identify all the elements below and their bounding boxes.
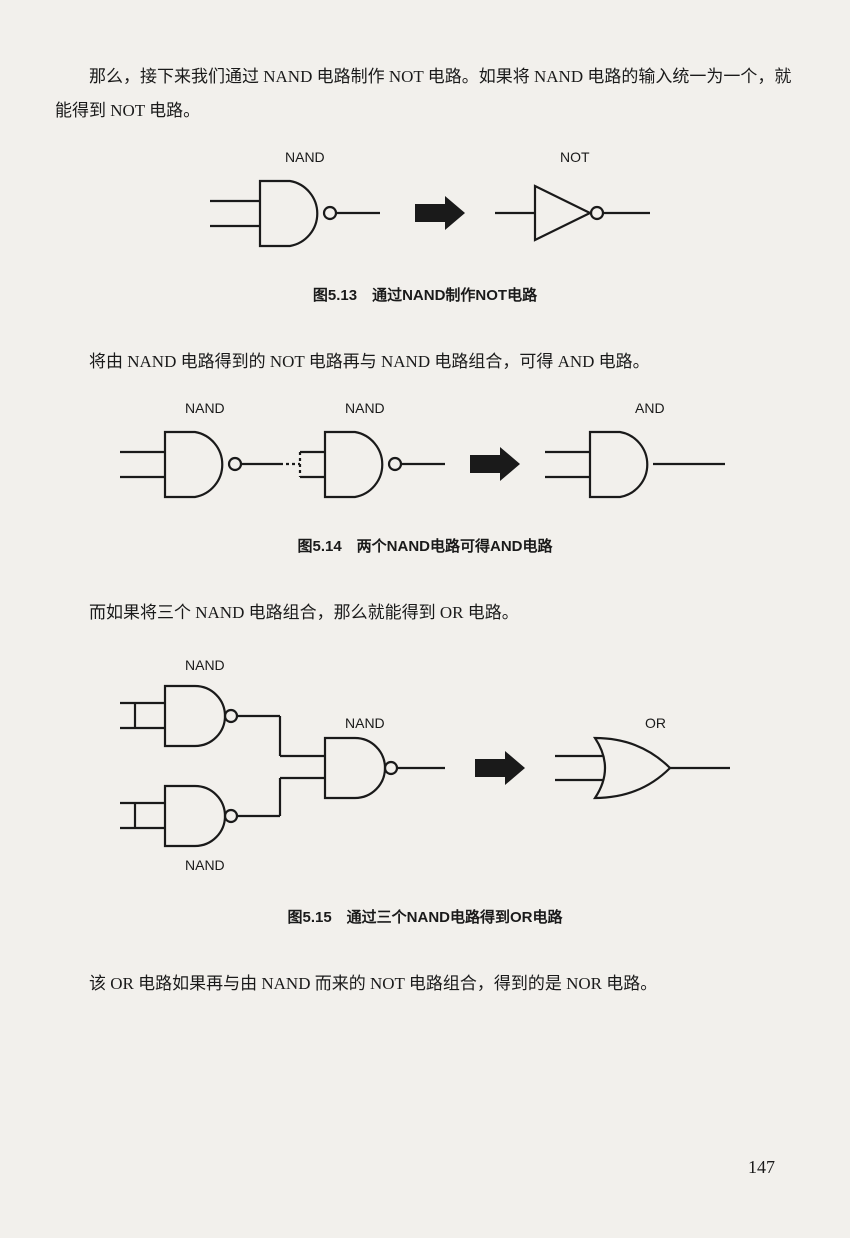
arrow-icon (475, 751, 525, 785)
figure-5-15: NAND NAND NAND (55, 648, 795, 927)
paragraph-4: 该 OR 电路如果再与由 NAND 而来的 NOT 电路组合，得到的是 NOR … (55, 967, 795, 1001)
diagram-nand-to-and: NAND NAND AND (110, 397, 740, 527)
nand-label-1: NAND (185, 400, 225, 416)
paragraph-3: 而如果将三个 NAND 电路组合，那么就能得到 OR 电路。 (55, 596, 795, 630)
nand-label-mid: NAND (345, 715, 385, 731)
nand-label-top: NAND (185, 657, 225, 673)
nand-label-2: NAND (345, 400, 385, 416)
figure-5-14: NAND NAND AND 图5.14 两个NAND电路可得AND电路 (55, 397, 795, 556)
caption-5-14: 图5.14 两个NAND电路可得AND电路 (55, 535, 795, 556)
arrow-icon (470, 447, 520, 481)
paragraph-1: 那么，接下来我们通过 NAND 电路制作 NOT 电路。如果将 NAND 电路的… (55, 60, 795, 128)
caption-5-15: 图5.15 通过三个NAND电路得到OR电路 (55, 906, 795, 927)
caption-5-13: 图5.13 通过NAND制作NOT电路 (55, 284, 795, 305)
page-number: 147 (748, 1157, 775, 1178)
nand-label: NAND (285, 149, 325, 165)
nand-label-bottom: NAND (185, 857, 225, 873)
diagram-nand-to-or: NAND NAND NAND (100, 648, 750, 898)
and-label: AND (635, 400, 665, 416)
arrow-icon (415, 196, 465, 230)
diagram-nand-to-not: NAND NOT (190, 146, 660, 276)
or-label: OR (645, 715, 666, 731)
figure-5-13: NAND NOT 图5.13 通过NAND制作NOT电路 (55, 146, 795, 305)
paragraph-2: 将由 NAND 电路得到的 NOT 电路再与 NAND 电路组合，可得 AND … (55, 345, 795, 379)
not-label: NOT (560, 149, 590, 165)
